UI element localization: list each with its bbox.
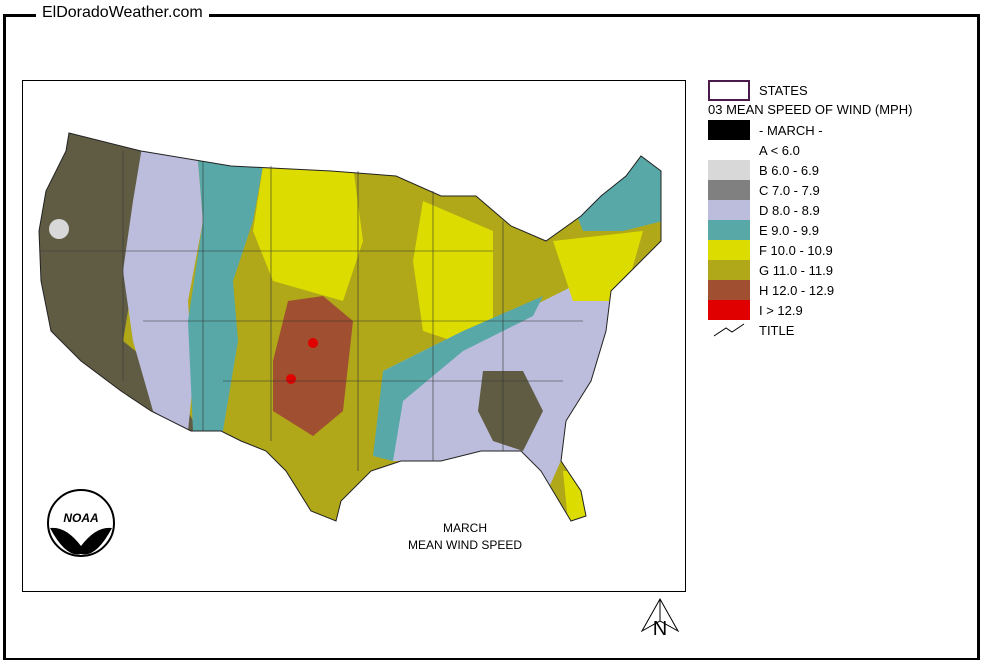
legend: STATES 03 MEAN SPEED OF WIND (MPH) - MAR… bbox=[708, 79, 913, 340]
map-title: MARCH MEAN WIND SPEED bbox=[390, 520, 540, 554]
class-swatch bbox=[708, 300, 750, 320]
class-label: A < 6.0 bbox=[759, 142, 800, 158]
class-swatch bbox=[708, 280, 750, 300]
class-label: G 11.0 - 11.9 bbox=[759, 262, 833, 278]
site-title: ElDoradoWeather.com bbox=[36, 4, 209, 22]
region-georgia bbox=[478, 371, 543, 451]
month-label: - MARCH - bbox=[759, 122, 823, 138]
class-swatch bbox=[708, 220, 750, 240]
class-swatch bbox=[708, 140, 750, 160]
north-arrow: N bbox=[638, 597, 688, 642]
region-e-rockies bbox=[188, 161, 263, 431]
north-label: N bbox=[653, 618, 667, 637]
region-i-1 bbox=[308, 338, 318, 348]
region-f-plains bbox=[253, 166, 363, 301]
class-label: E 9.0 - 9.9 bbox=[759, 222, 819, 238]
class-label: D 8.0 - 8.9 bbox=[759, 202, 820, 218]
us-outline bbox=[38, 132, 662, 522]
map-title-subject: MEAN WIND SPEED bbox=[407, 538, 522, 552]
legend-class: A < 6.0 bbox=[708, 140, 912, 160]
region-b bbox=[49, 219, 69, 239]
us-wind-map bbox=[38, 132, 662, 522]
states-swatch bbox=[708, 79, 750, 101]
region-h bbox=[273, 296, 353, 436]
class-label: C 7.0 - 7.9 bbox=[759, 182, 820, 198]
region-i-2 bbox=[286, 374, 296, 384]
noaa-logo: NOAA bbox=[46, 488, 116, 563]
svg-text:NOAA: NOAA bbox=[63, 511, 98, 525]
map-panel bbox=[22, 80, 686, 592]
region-e-ohio-valley bbox=[373, 296, 543, 461]
legend-layer-title: 03 MEAN SPEED OF WIND (MPH) bbox=[708, 102, 913, 117]
outer-frame bbox=[3, 14, 980, 660]
region-f-florida bbox=[563, 471, 593, 521]
region-d-west bbox=[123, 141, 203, 431]
legend-class: C 7.0 - 7.9 bbox=[708, 180, 912, 200]
legend-title: TITLE bbox=[708, 320, 912, 340]
legend-class: G 11.0 - 11.9 bbox=[708, 260, 912, 280]
states-label: STATES bbox=[759, 82, 808, 98]
legend-states: STATES bbox=[708, 79, 912, 101]
legend-class: H 12.0 - 12.9 bbox=[708, 280, 912, 300]
legend-class: D 8.0 - 8.9 bbox=[708, 200, 912, 220]
class-swatch bbox=[708, 200, 750, 220]
class-label: I > 12.9 bbox=[759, 302, 803, 318]
month-swatch bbox=[708, 120, 750, 140]
class-label: H 12.0 - 12.9 bbox=[759, 282, 835, 298]
legend-class: E 9.0 - 9.9 bbox=[708, 220, 912, 240]
state-borders bbox=[41, 151, 583, 471]
title-label: TITLE bbox=[759, 322, 795, 338]
map-title-month: MARCH bbox=[443, 521, 487, 535]
class-swatch bbox=[708, 240, 750, 260]
title-line-icon bbox=[713, 323, 745, 337]
legend-class: B 6.0 - 6.9 bbox=[708, 160, 912, 180]
class-label: F 10.0 - 10.9 bbox=[759, 242, 833, 258]
class-swatch bbox=[708, 180, 750, 200]
class-swatch bbox=[708, 160, 750, 180]
legend-class: F 10.0 - 10.9 bbox=[708, 240, 912, 260]
legend-class: I > 12.9 bbox=[708, 300, 912, 320]
class-label: B 6.0 - 6.9 bbox=[759, 162, 819, 178]
legend-month: - MARCH - bbox=[708, 120, 912, 140]
class-swatch bbox=[708, 260, 750, 280]
